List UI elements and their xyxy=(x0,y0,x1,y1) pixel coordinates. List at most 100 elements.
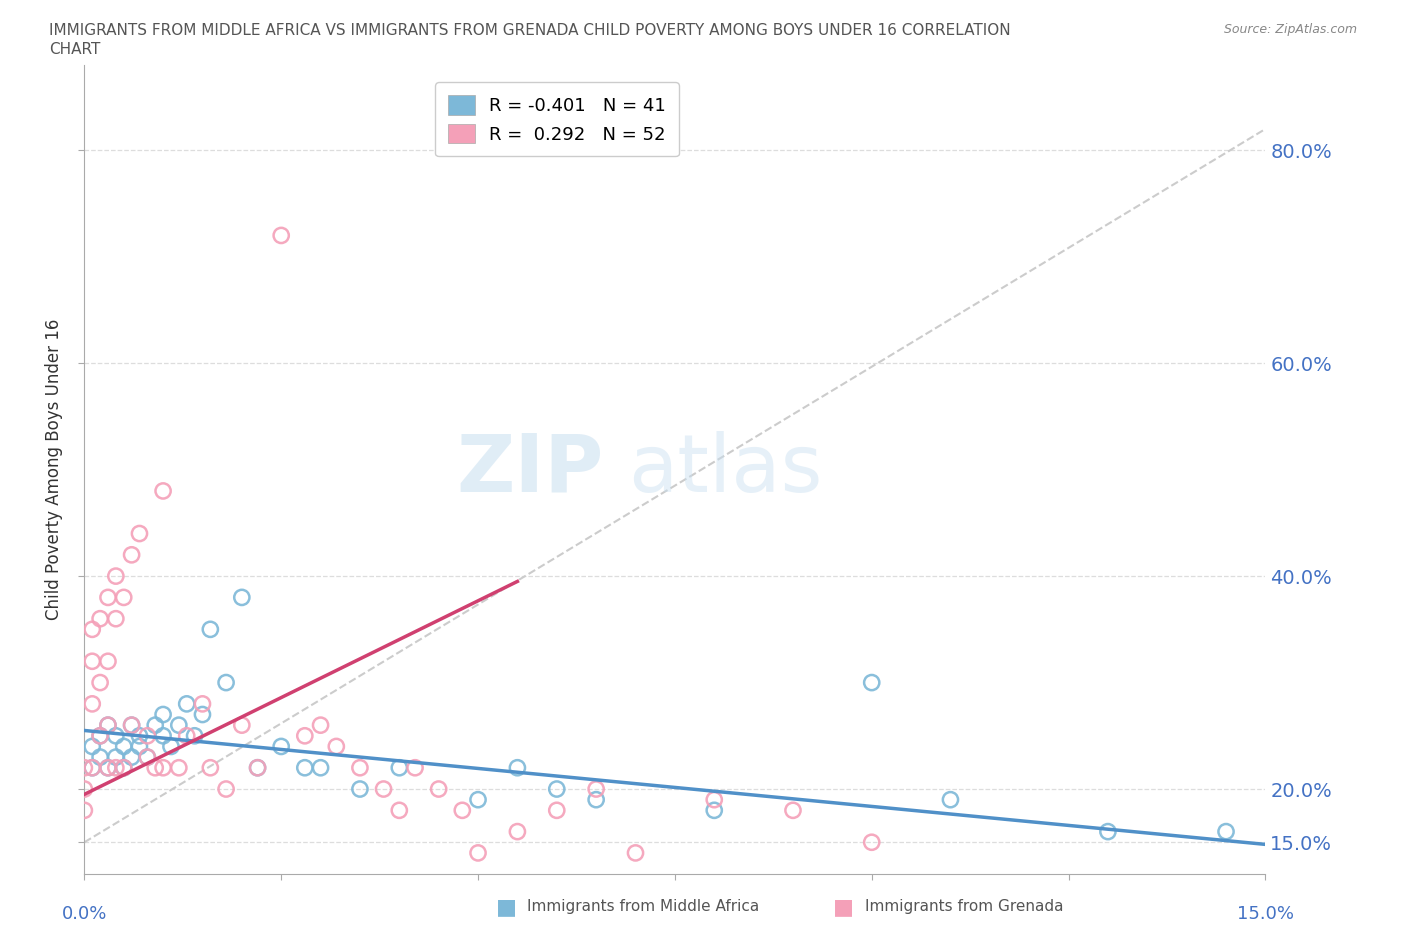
Point xyxy=(104,761,127,776)
Point xyxy=(1097,824,1119,839)
Point xyxy=(703,803,725,817)
Point xyxy=(506,761,529,776)
Y-axis label: Child Poverty Among Boys Under 16: Child Poverty Among Boys Under 16 xyxy=(45,319,63,620)
Text: Source: ZipAtlas.com: Source: ZipAtlas.com xyxy=(1223,23,1357,36)
Point xyxy=(136,728,159,743)
Point xyxy=(624,845,647,860)
Point xyxy=(136,750,159,764)
Point xyxy=(160,739,183,754)
Point xyxy=(112,590,135,604)
Point xyxy=(82,761,104,776)
Point xyxy=(231,718,253,733)
Point xyxy=(388,803,411,817)
Point xyxy=(294,761,316,776)
Point xyxy=(128,739,150,754)
Point xyxy=(246,761,269,776)
Point xyxy=(200,622,222,637)
Point xyxy=(121,718,143,733)
Point xyxy=(349,781,371,796)
Point xyxy=(136,750,159,764)
Point xyxy=(152,707,174,722)
Point xyxy=(191,697,214,711)
Text: Immigrants from Grenada: Immigrants from Grenada xyxy=(865,899,1063,914)
Point xyxy=(388,761,411,776)
Point xyxy=(506,824,529,839)
Point xyxy=(467,845,489,860)
Point xyxy=(152,728,174,743)
Text: CHART: CHART xyxy=(49,42,101,57)
Text: 15.0%: 15.0% xyxy=(1237,905,1294,923)
Text: IMMIGRANTS FROM MIDDLE AFRICA VS IMMIGRANTS FROM GRENADA CHILD POVERTY AMONG BOY: IMMIGRANTS FROM MIDDLE AFRICA VS IMMIGRA… xyxy=(49,23,1011,38)
Point xyxy=(97,718,120,733)
Point xyxy=(782,803,804,817)
Point xyxy=(152,761,174,776)
Point xyxy=(104,728,127,743)
Point xyxy=(112,739,135,754)
Point xyxy=(246,761,269,776)
Point xyxy=(703,792,725,807)
Point xyxy=(585,781,607,796)
Point xyxy=(176,728,198,743)
Point xyxy=(89,728,111,743)
Point xyxy=(215,781,238,796)
Point xyxy=(294,728,316,743)
Point xyxy=(191,707,214,722)
Point xyxy=(467,792,489,807)
Point xyxy=(215,675,238,690)
Point xyxy=(143,718,166,733)
Point xyxy=(82,739,104,754)
Point xyxy=(451,803,474,817)
Point xyxy=(427,781,450,796)
Point xyxy=(121,718,143,733)
Point xyxy=(104,750,127,764)
Point xyxy=(82,761,104,776)
Point xyxy=(404,761,426,776)
Point xyxy=(231,590,253,604)
Point xyxy=(121,750,143,764)
Point xyxy=(270,228,292,243)
Text: atlas: atlas xyxy=(627,431,823,509)
Point xyxy=(89,675,111,690)
Point xyxy=(97,761,120,776)
Point xyxy=(112,761,135,776)
Point xyxy=(73,761,96,776)
Text: ■: ■ xyxy=(834,897,853,917)
Point xyxy=(128,728,150,743)
Point xyxy=(200,761,222,776)
Point xyxy=(1215,824,1237,839)
Point xyxy=(97,590,120,604)
Text: 0.0%: 0.0% xyxy=(62,905,107,923)
Point xyxy=(183,728,205,743)
Point xyxy=(97,718,120,733)
Text: ZIP: ZIP xyxy=(457,431,605,509)
Point xyxy=(349,761,371,776)
Point xyxy=(585,792,607,807)
Point xyxy=(939,792,962,807)
Text: Immigrants from Middle Africa: Immigrants from Middle Africa xyxy=(527,899,759,914)
Point xyxy=(82,622,104,637)
Point xyxy=(82,697,104,711)
Point xyxy=(82,654,104,669)
Point xyxy=(167,761,190,776)
Point xyxy=(73,781,96,796)
Point xyxy=(97,654,120,669)
Point xyxy=(128,526,150,541)
Point xyxy=(143,761,166,776)
Point xyxy=(73,803,96,817)
Point xyxy=(97,761,120,776)
Point xyxy=(546,781,568,796)
Point xyxy=(89,611,111,626)
Point xyxy=(121,548,143,563)
Text: ■: ■ xyxy=(496,897,516,917)
Point xyxy=(860,835,883,850)
Point xyxy=(104,611,127,626)
Legend: R = -0.401   N = 41, R =  0.292   N = 52: R = -0.401 N = 41, R = 0.292 N = 52 xyxy=(434,82,679,156)
Point xyxy=(176,697,198,711)
Point xyxy=(373,781,395,796)
Point xyxy=(325,739,347,754)
Point xyxy=(309,718,332,733)
Point xyxy=(546,803,568,817)
Point xyxy=(89,750,111,764)
Point xyxy=(860,675,883,690)
Point xyxy=(270,739,292,754)
